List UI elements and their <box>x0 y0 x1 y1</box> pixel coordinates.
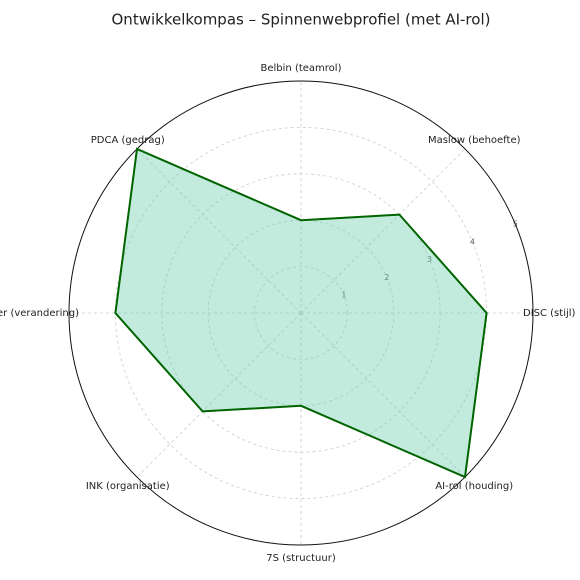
r-tick-label: 2 <box>384 273 389 282</box>
radar-area <box>114 147 488 479</box>
category-label: INK (organisatie) <box>86 481 170 492</box>
r-tick-label: 3 <box>427 255 432 264</box>
category-label: AI-rol (houding) <box>435 481 513 492</box>
category-label: Maslow (behoefte) <box>428 135 521 146</box>
spoke <box>300 312 466 478</box>
grid-ring <box>254 266 348 360</box>
category-label: DISC (stijl) <box>523 308 576 319</box>
outer-frame <box>68 80 534 546</box>
chart-title: Ontwikkelkompas – Spinnenwebprofiel (met… <box>112 11 491 29</box>
spoke <box>136 148 302 314</box>
spoke <box>136 312 302 478</box>
r-tick-label: 1 <box>341 291 346 300</box>
r-tick-label: 4 <box>470 237 475 246</box>
grid-ring <box>161 173 441 453</box>
spoke <box>300 148 466 314</box>
category-label: Kotter (verandering) <box>0 308 79 319</box>
category-label: Belbin (teamrol) <box>261 63 342 74</box>
category-label: PDCA (gedrag) <box>91 135 165 146</box>
category-label: 7S (structuur) <box>266 553 336 564</box>
